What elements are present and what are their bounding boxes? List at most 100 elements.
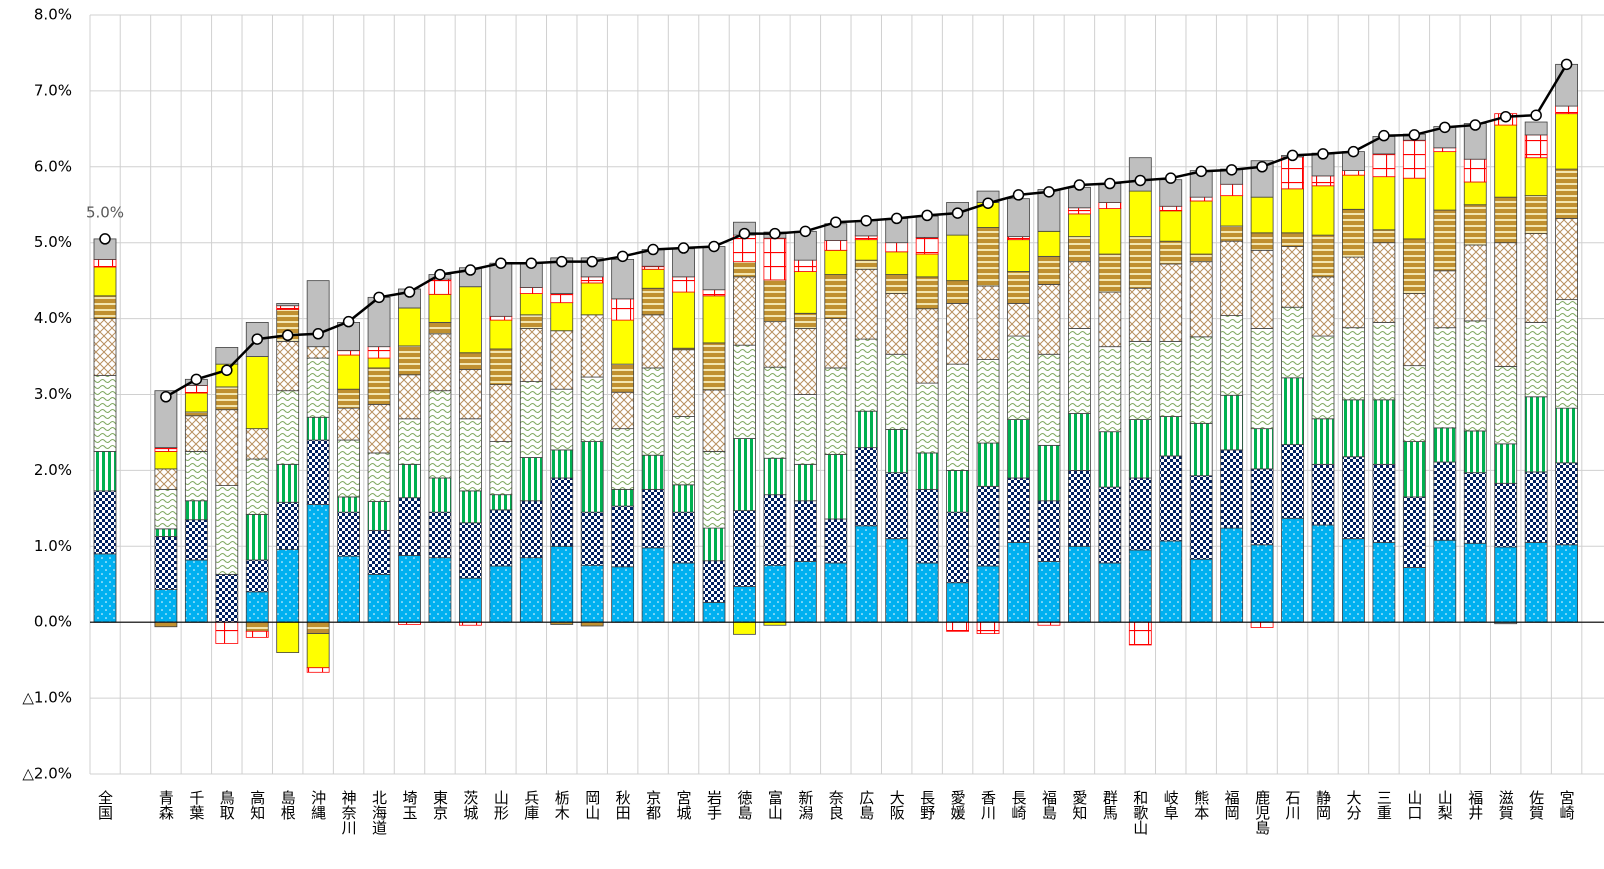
x-tick-label: 岐阜 — [1162, 790, 1180, 820]
bar-segment — [1159, 210, 1183, 242]
bar-segment — [276, 303, 300, 307]
bar-segment — [702, 295, 726, 344]
bar-segment — [1098, 431, 1122, 488]
bar-segment — [1007, 419, 1030, 479]
bar-segment — [398, 418, 421, 465]
x-tick-label: 茨城 — [461, 790, 479, 821]
bar-segment — [154, 468, 178, 490]
bar-segment — [824, 274, 848, 320]
bar-segment — [1281, 517, 1304, 623]
bar-segment — [306, 667, 330, 673]
bar-segment — [1007, 271, 1030, 304]
bar-segment — [1250, 428, 1274, 470]
bar-segment — [915, 236, 939, 255]
bar-segment — [1128, 477, 1152, 551]
line-marker — [190, 373, 203, 386]
x-tick-label: 東京 — [431, 790, 449, 821]
x-tick-label: 富山 — [766, 789, 784, 820]
line-marker — [1043, 186, 1055, 198]
x-tick-label: 熊本 — [1192, 790, 1210, 820]
bar-segment — [824, 454, 848, 520]
bar-segment — [428, 557, 452, 623]
x-tick-label: 和歌山 — [1131, 790, 1149, 835]
bar-segment — [580, 314, 604, 378]
bar-segment — [519, 328, 543, 382]
bar-segment — [1463, 472, 1487, 544]
bar-segment — [1524, 134, 1548, 159]
bar-segment — [733, 621, 756, 635]
bar-segment — [915, 308, 939, 384]
bar-segment — [1250, 328, 1274, 430]
bar-segment — [1524, 195, 1548, 234]
bar-segment — [550, 449, 574, 479]
bar-segment — [306, 504, 330, 623]
x-tick-label: 北海道 — [370, 790, 388, 835]
bar-segment — [702, 342, 726, 391]
x-tick-label: 山形 — [492, 790, 510, 820]
bar-segment — [519, 287, 543, 294]
x-tick-label: 愛媛 — [949, 790, 967, 820]
bar-segment — [611, 363, 635, 393]
bar-segment — [1311, 418, 1335, 465]
bar-segment — [337, 555, 361, 623]
bar-segment — [458, 352, 482, 370]
x-tick-label: 広島 — [857, 790, 875, 820]
x-tick-label: 千葉 — [187, 790, 205, 820]
bar-segment — [702, 602, 726, 623]
bar-segment — [763, 366, 787, 459]
bar-segment — [519, 381, 543, 458]
bar-segment — [733, 586, 756, 623]
bar-segment — [367, 357, 391, 369]
bar-segment — [245, 621, 269, 632]
bar-segment — [367, 501, 391, 531]
bar-segment — [1311, 524, 1335, 623]
bar-segment — [1068, 413, 1091, 471]
line-marker — [281, 329, 294, 342]
bar-segment — [489, 319, 513, 350]
line-marker — [403, 286, 416, 298]
bar-segment — [1433, 270, 1457, 329]
bar-segment — [1372, 176, 1396, 231]
bar-segment — [611, 258, 635, 300]
bar-segment — [93, 375, 117, 452]
y-tick-label: 5.0% — [34, 233, 72, 251]
bar-segment — [428, 278, 452, 295]
bar-segment — [489, 315, 513, 321]
bar-segment — [93, 490, 117, 555]
x-tick-label: 鳥取 — [218, 789, 236, 820]
bar-segment — [946, 280, 969, 304]
bar-segment — [793, 259, 817, 272]
x-tick-label: 宮城 — [675, 790, 693, 821]
x-tick-label: 沖縄 — [309, 790, 327, 820]
bar-segment — [1068, 469, 1091, 547]
bar-segment — [1128, 236, 1152, 289]
bar-segment — [93, 451, 117, 492]
bar-segment — [1402, 293, 1426, 367]
line-marker — [830, 216, 842, 228]
data-label: 5.0% — [86, 203, 124, 221]
bar-segment — [245, 514, 269, 561]
bar-segment — [215, 485, 239, 575]
bar-segment — [885, 293, 909, 355]
bar-segment — [184, 415, 208, 452]
bar-segment — [1402, 567, 1426, 623]
bar-segment — [915, 253, 939, 278]
bar-segment — [154, 390, 178, 449]
x-tick-label: 岩手 — [705, 790, 723, 821]
bar-segment — [976, 227, 1000, 287]
bar-segment — [946, 363, 969, 471]
bar-segment — [763, 564, 787, 623]
bar-segment — [611, 505, 635, 568]
bar-segment — [915, 488, 939, 564]
bar-segment — [824, 367, 848, 455]
bar-segment — [1342, 538, 1365, 623]
x-tick-label: 福井 — [1466, 790, 1484, 821]
line-marker — [769, 227, 781, 240]
bar-segment — [915, 276, 939, 310]
x-tick-label: 石川 — [1284, 790, 1302, 820]
line-marker — [1439, 121, 1451, 134]
bar-segment — [154, 536, 178, 590]
bar-segment — [1220, 183, 1244, 197]
bar-segment — [1128, 419, 1152, 479]
